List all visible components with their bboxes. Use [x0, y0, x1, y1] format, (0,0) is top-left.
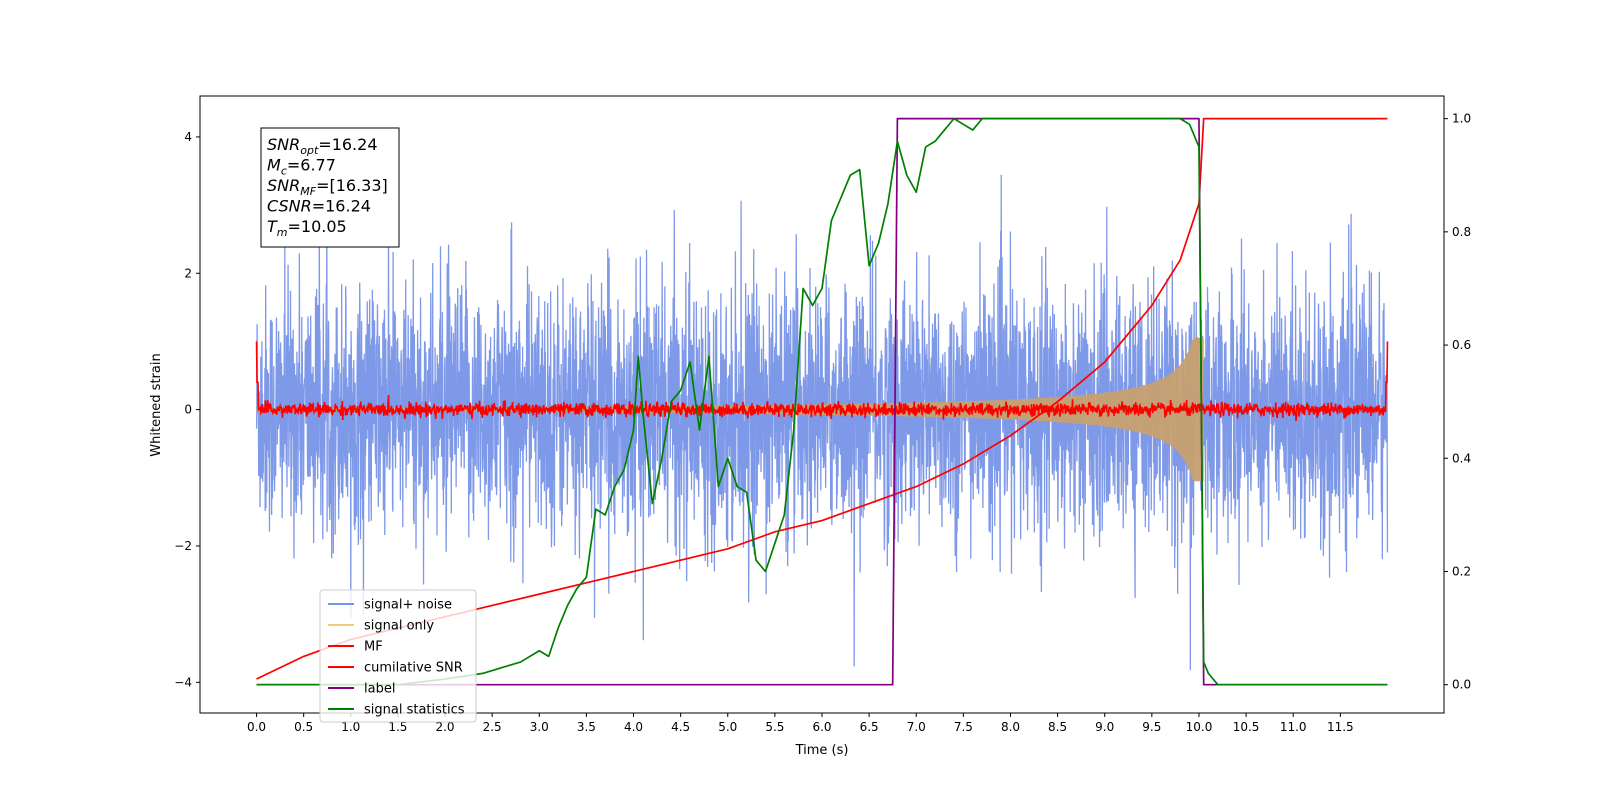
x-tick-label: 2.5 — [483, 720, 502, 734]
y-right-tick-label: 0.8 — [1452, 225, 1471, 239]
legend-label: label — [364, 682, 395, 697]
x-tick-label: 1.0 — [341, 720, 360, 734]
y-right-tick-label: 0.4 — [1452, 451, 1471, 465]
y-left-tick-label: −2 — [174, 539, 192, 553]
annotation-line: Mc=6.77 — [267, 156, 336, 178]
annotation-line: SNRMF=[16.33] — [267, 176, 388, 198]
x-axis-label: Time (s) — [795, 743, 849, 758]
y-left-axis-label: Whitened strain — [149, 353, 164, 456]
legend-label: signal only — [364, 619, 434, 634]
x-tick-label: 5.5 — [765, 720, 784, 734]
x-tick-label: 11.0 — [1280, 720, 1307, 734]
x-tick-label: 5.0 — [718, 720, 737, 734]
y-left-tick-label: 0 — [184, 403, 192, 417]
x-tick-label: 6.5 — [860, 720, 879, 734]
legend-label: signal+ noise — [364, 598, 452, 613]
x-tick-label: 6.0 — [812, 720, 831, 734]
y-right-tick-label: 1.0 — [1452, 112, 1471, 126]
x-axis-ticks: 0.0 0.5 1.0 1.5 2.0 2.5 3.0 3.5 4.0 4.5 5.0 5.5 6.0 6… — [247, 713, 1354, 734]
x-tick-label: 11.5 — [1327, 720, 1354, 734]
legend-frame — [319, 589, 477, 723]
x-tick-label: 9.5 — [1142, 720, 1161, 734]
legend-label: cumilative SNR — [364, 661, 463, 676]
annotation-line: CSNR=16.24 — [267, 197, 371, 216]
x-tick-label: 7.0 — [907, 720, 926, 734]
legend-label: MF — [364, 640, 383, 655]
annotation-box: SNRopt=16.24Mc=6.77SNRMF=[16.33]CSNR=16.… — [260, 127, 400, 248]
x-tick-label: 4.5 — [671, 720, 690, 734]
x-tick-label: 4.0 — [624, 720, 643, 734]
y-left-axis-ticks: −4 −2 0 2 4 — [174, 130, 200, 689]
x-tick-label: 0.0 — [247, 720, 266, 734]
y-right-tick-label: 0.6 — [1452, 338, 1471, 352]
y-left-tick-label: 4 — [184, 130, 192, 144]
annotation-line: SNRopt=16.24 — [267, 135, 378, 157]
x-tick-label: 10.5 — [1233, 720, 1260, 734]
y-right-tick-label: 0.0 — [1452, 678, 1471, 692]
mf-layer — [255, 341, 1389, 421]
y-left-tick-label: −4 — [174, 675, 192, 689]
y-right-tick-label: 0.2 — [1452, 564, 1471, 578]
x-tick-label: 7.5 — [954, 720, 973, 734]
legend-label: signal statistics — [364, 703, 465, 718]
x-tick-label: 10.0 — [1186, 720, 1213, 734]
y-right-axis-ticks: 0.0 0.2 0.4 0.6 0.8 1.0 — [1444, 112, 1471, 692]
series-signal-statistics-line — [256, 117, 1388, 686]
x-tick-label: 9.0 — [1095, 720, 1114, 734]
legend: signal+ noise signal only MF cumilative SNR… — [319, 589, 477, 723]
annotation-line: Tm=10.05 — [267, 217, 347, 239]
annotation-frame — [260, 127, 400, 248]
series-mf-line — [255, 341, 1389, 421]
x-tick-label: 1.5 — [388, 720, 407, 734]
x-tick-label: 8.0 — [1001, 720, 1020, 734]
x-tick-label: 3.5 — [577, 720, 596, 734]
x-tick-label: 0.5 — [294, 720, 313, 734]
y-left-tick-label: 2 — [184, 266, 192, 280]
x-tick-label: 3.0 — [530, 720, 549, 734]
x-tick-label: 2.0 — [435, 720, 454, 734]
x-tick-label: 8.5 — [1048, 720, 1067, 734]
